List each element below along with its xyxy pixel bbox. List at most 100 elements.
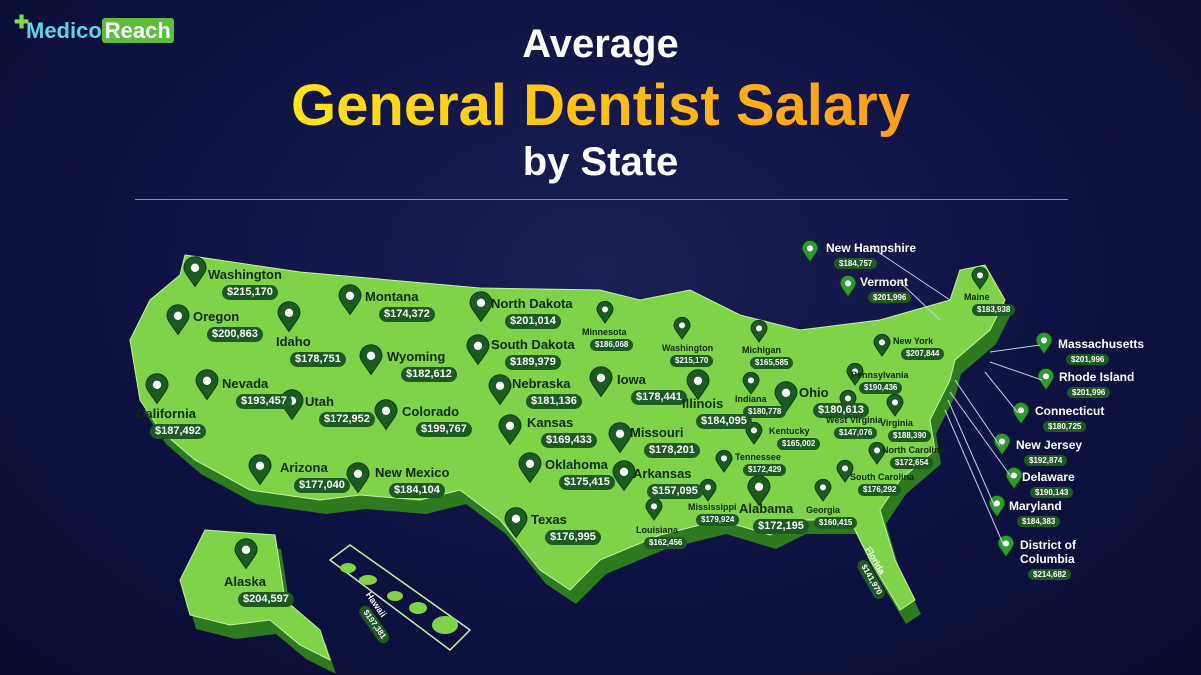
state-label: Virginia $188,390 bbox=[880, 418, 932, 442]
state-salary: $193,457 bbox=[236, 393, 292, 409]
leader-line bbox=[944, 409, 1005, 547]
state-name: North Dakota bbox=[491, 296, 573, 311]
pin-dot bbox=[202, 376, 212, 385]
state-label: New Mexico $184,104 bbox=[375, 465, 450, 498]
state-label: West Virginia $147,076 bbox=[826, 415, 883, 439]
state-salary: $180,613 bbox=[813, 402, 869, 418]
pin-dot bbox=[476, 298, 486, 307]
state-name: Ohio bbox=[799, 385, 829, 400]
state-salary: $172,654 bbox=[890, 457, 934, 469]
title-highlight: General Dentist Salary bbox=[291, 73, 910, 138]
state-label: Louisiana $162,456 bbox=[636, 525, 688, 549]
state-label: Oklahoma $175,415 bbox=[545, 457, 615, 490]
state-name: Maryland bbox=[1009, 499, 1062, 513]
state-label: Kansas $169,433 bbox=[527, 415, 597, 448]
pin-dot bbox=[615, 429, 625, 438]
pin-dot bbox=[366, 351, 376, 360]
state-salary: $201,996 bbox=[1067, 386, 1111, 398]
pin-dot bbox=[473, 341, 483, 350]
pin-dot bbox=[873, 447, 881, 454]
state-label: North Dakota $201,014 bbox=[491, 296, 573, 329]
state-label: Georgia $160,415 bbox=[806, 505, 858, 529]
pin-dot bbox=[650, 503, 658, 510]
state-name: Georgia bbox=[806, 505, 841, 515]
state-label: South Dakota $189,979 bbox=[491, 337, 575, 370]
leader-line bbox=[989, 361, 1043, 381]
pin-dot bbox=[601, 306, 609, 313]
state-salary: $165,585 bbox=[750, 357, 794, 369]
leader-line bbox=[984, 371, 1019, 414]
state-name: Rhode Island bbox=[1059, 370, 1135, 384]
state-label: Iowa $178,441 bbox=[617, 372, 687, 405]
pin-dot bbox=[1042, 373, 1050, 380]
state-salary: $180,778 bbox=[743, 406, 787, 418]
state-name: Pennsylvania bbox=[851, 370, 909, 380]
divider bbox=[135, 199, 1068, 200]
pin-dot bbox=[525, 459, 535, 468]
state-salary: $190,436 bbox=[859, 382, 903, 394]
state-name: New Jersey bbox=[1016, 438, 1083, 452]
state-name: Illinois bbox=[682, 396, 724, 411]
state-label: Colorado $199,767 bbox=[402, 404, 472, 437]
pin-dot bbox=[844, 280, 852, 287]
pin-dot bbox=[720, 455, 728, 462]
state-label: Illinois $184,095 bbox=[682, 396, 752, 429]
state-label: Connecticut $180,725 bbox=[1035, 404, 1104, 433]
state-salary: $214,682 bbox=[1028, 568, 1072, 580]
pin-dot bbox=[353, 469, 363, 478]
state-name: Iowa bbox=[617, 372, 646, 387]
state-label: Pennsylvania $190,436 bbox=[851, 370, 909, 394]
pin-dot bbox=[505, 421, 515, 430]
state-salary: $147,076 bbox=[834, 427, 878, 439]
state-name: Michigan bbox=[742, 345, 782, 355]
state-salary: $176,292 bbox=[858, 484, 902, 496]
state-label: Washington $215,170 bbox=[662, 343, 714, 367]
pin-dot bbox=[750, 427, 758, 434]
state-label: Missouri $178,201 bbox=[630, 425, 700, 458]
state-salary: $165,002 bbox=[777, 438, 821, 450]
title-line1: Average bbox=[522, 22, 679, 66]
pin-dot bbox=[152, 380, 162, 389]
state-name: South Carolina bbox=[850, 472, 915, 482]
state-salary: $215,170 bbox=[670, 355, 714, 367]
state-salary: $201,996 bbox=[868, 291, 912, 303]
state-name: Massachusetts bbox=[1058, 337, 1145, 351]
state-label: Texas $176,995 bbox=[531, 512, 601, 545]
pin-dot bbox=[844, 395, 852, 402]
state-name: Utah bbox=[305, 394, 334, 409]
state-label: Washington $215,170 bbox=[208, 267, 282, 300]
state-label: Rhode Island $201,996 bbox=[1059, 370, 1135, 399]
state-name: Delaware bbox=[1022, 470, 1075, 484]
state-name: Oklahoma bbox=[545, 457, 608, 472]
state-label: Tennessee $172,429 bbox=[735, 452, 787, 476]
state-salary: $184,757 bbox=[834, 257, 878, 269]
state-salary: $215,170 bbox=[222, 284, 278, 300]
pin-dot bbox=[754, 482, 764, 491]
pin-dot bbox=[976, 272, 984, 279]
state-salary: $177,040 bbox=[294, 477, 350, 493]
state-name: West Virginia bbox=[826, 415, 883, 425]
hawaii-frame bbox=[328, 544, 472, 651]
pin-dot bbox=[173, 311, 183, 320]
pin-dot bbox=[993, 500, 1001, 507]
state-salary: $183,938 bbox=[972, 304, 1016, 316]
pin-dot bbox=[704, 484, 712, 491]
state-name: Nebraska bbox=[512, 376, 571, 391]
pin-dot bbox=[841, 465, 849, 472]
pin-dot bbox=[678, 322, 686, 329]
state-name: Virginia bbox=[880, 418, 913, 428]
state-name: Minnesota bbox=[582, 327, 627, 337]
pin-dot bbox=[747, 377, 755, 384]
pin-dot bbox=[891, 399, 899, 406]
state-name: New Mexico bbox=[375, 465, 450, 480]
leader-line bbox=[949, 391, 1013, 479]
state-salary: $184,383 bbox=[1017, 515, 1061, 527]
state-label: Nevada $193,457 bbox=[222, 376, 292, 409]
state-label: Nebraska $181,136 bbox=[512, 376, 582, 409]
state-label: Vermont $201,996 bbox=[860, 275, 912, 304]
pin-dot bbox=[495, 381, 505, 390]
state-name: District of Columbia bbox=[1020, 538, 1077, 566]
state-name: Arkansas bbox=[633, 466, 692, 481]
state-name: Texas bbox=[531, 512, 567, 527]
state-name: Washington bbox=[662, 343, 714, 353]
